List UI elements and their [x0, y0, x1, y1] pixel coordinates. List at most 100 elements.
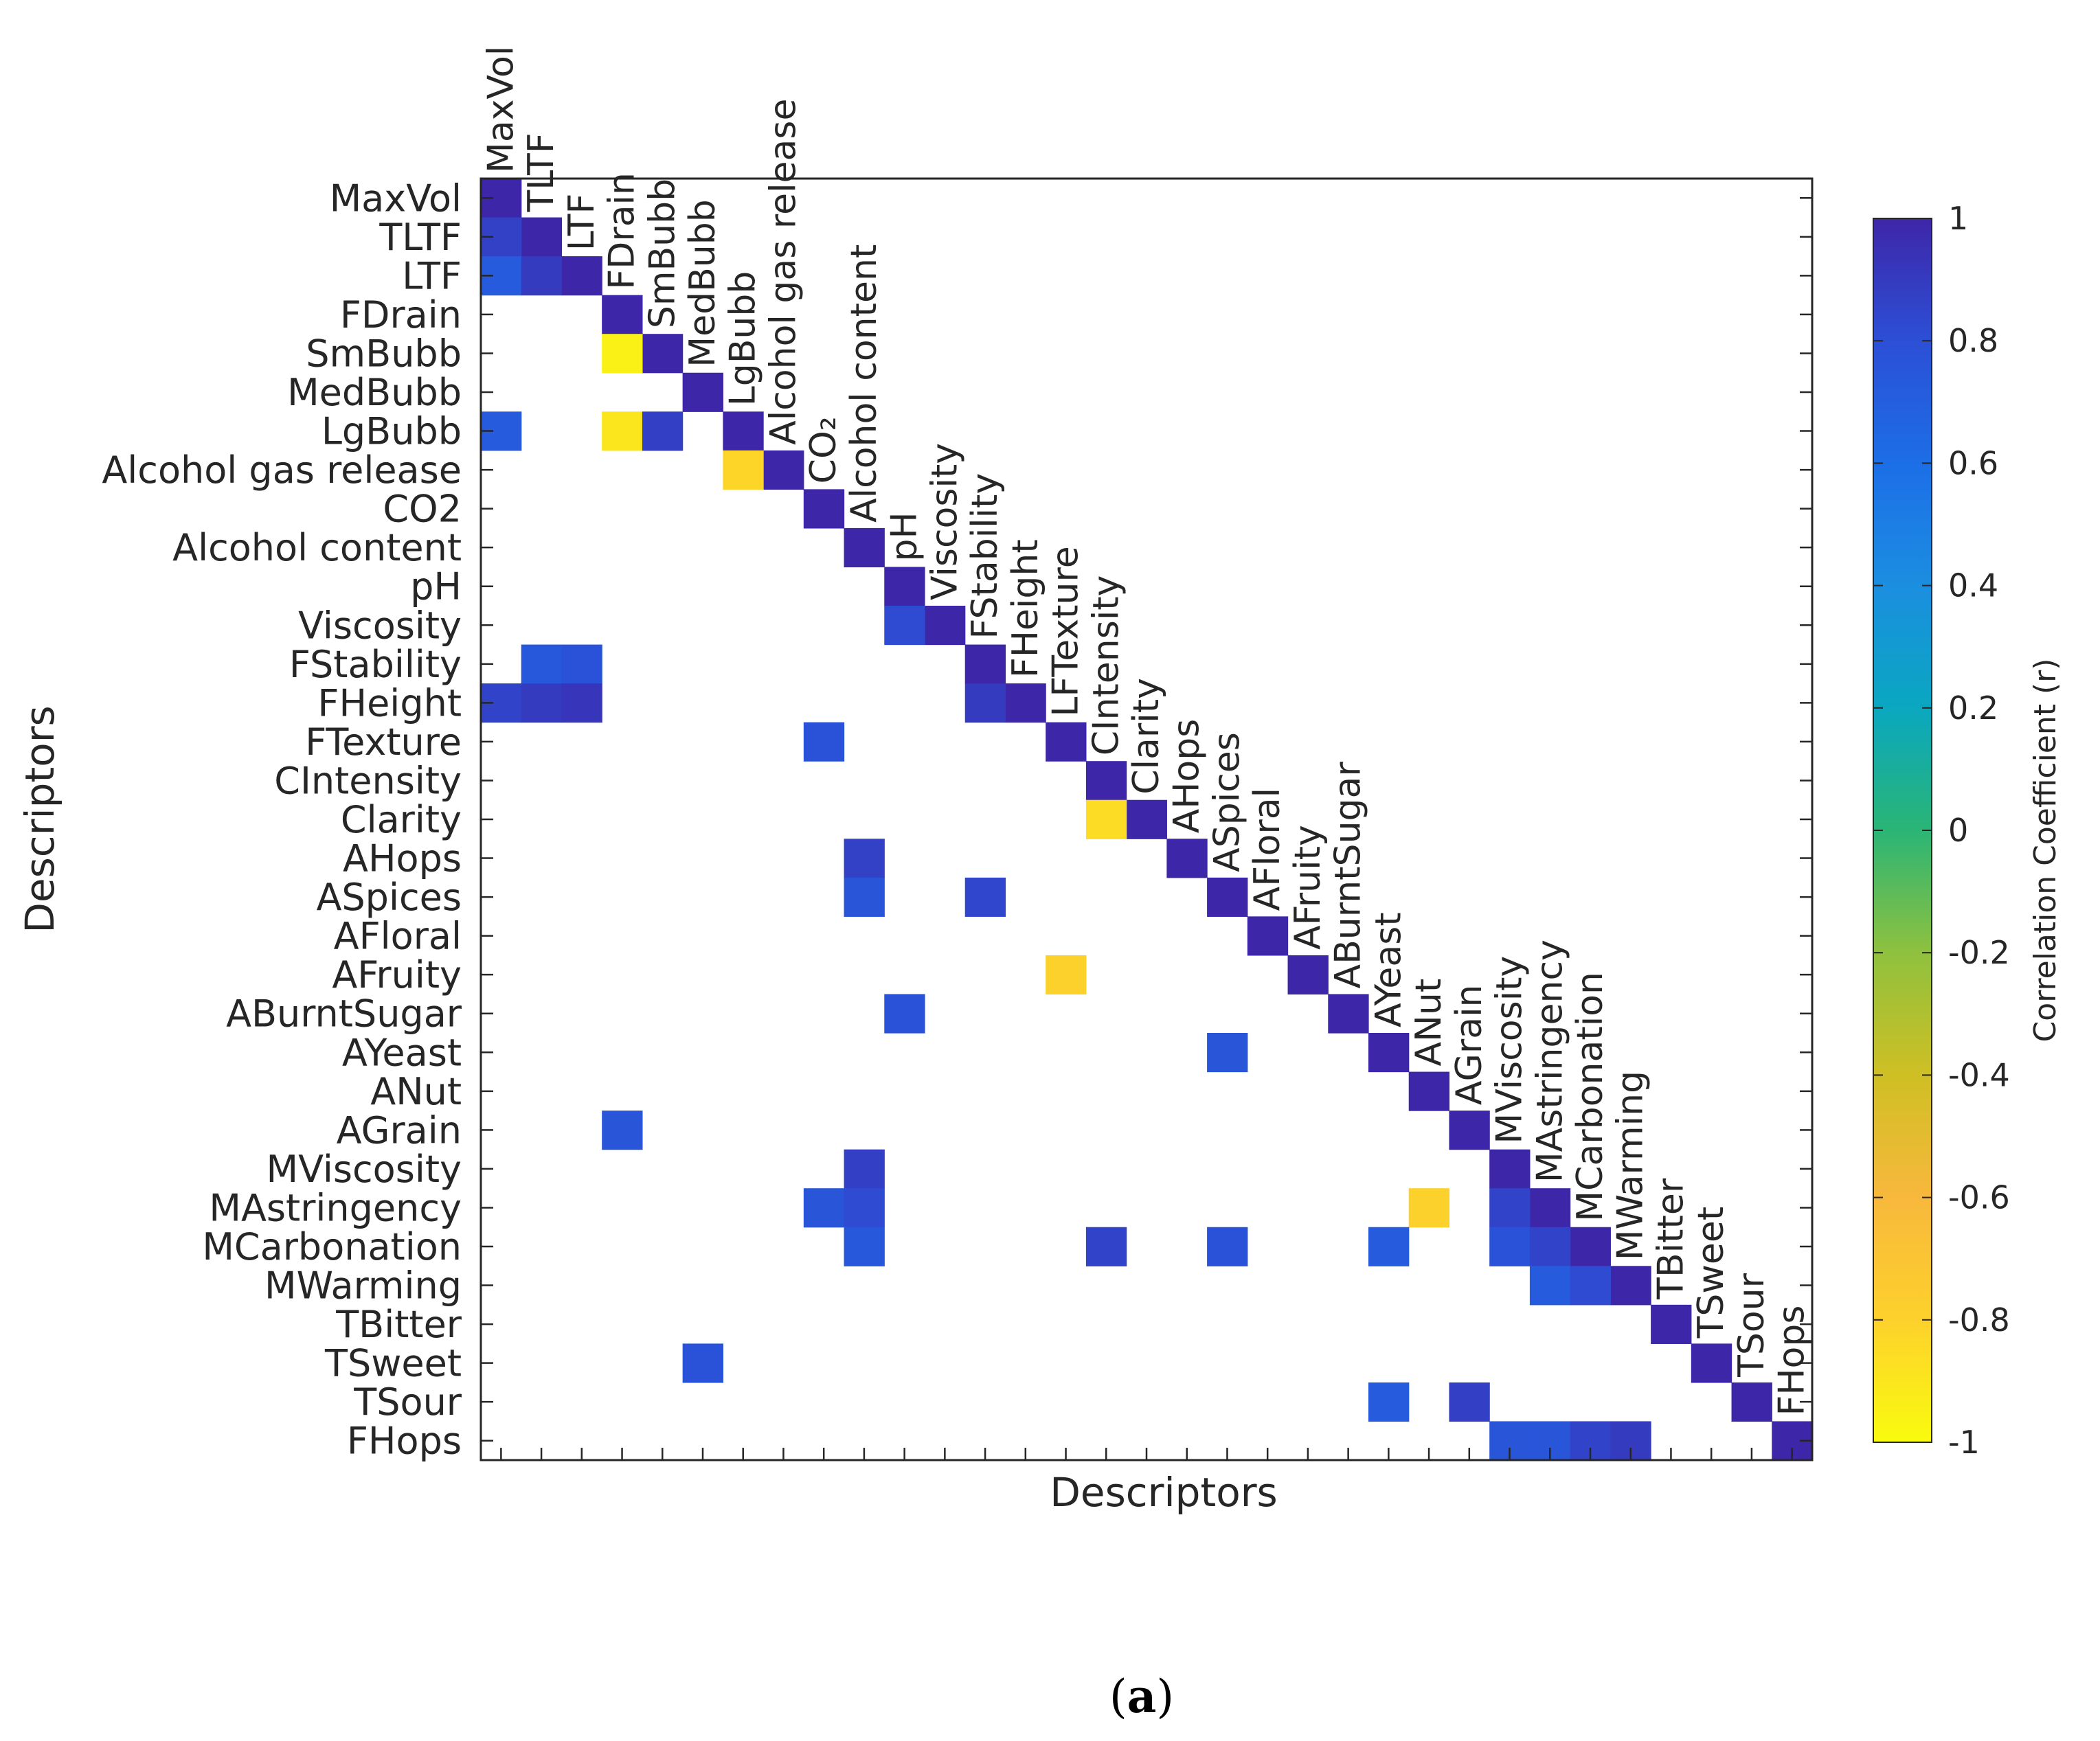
- diag-label-mastringency: MAstringency: [1529, 940, 1570, 1183]
- colorbar-tick-label: 0.2: [1948, 690, 1998, 727]
- cell-diag-mcarbonation: [1570, 1227, 1611, 1266]
- cell-aspices-fstability: [964, 877, 1006, 917]
- diag-label-ph: pH: [884, 512, 925, 561]
- cell-diag-ayeast: [1368, 1033, 1410, 1073]
- y-tick-label-co2: CO2: [383, 488, 462, 531]
- cell-tsour-ayeast: [1368, 1382, 1410, 1422]
- cell-mcarbonation-mviscosity: [1489, 1227, 1531, 1266]
- y-axis-label: Descriptors: [16, 705, 63, 933]
- diag-label-lftexture: LFTexture: [1046, 546, 1087, 716]
- colorbar-tick-label: 0: [1948, 812, 1968, 849]
- diagonal-tick-labels: MaxVolTLTFLTFFDrainSmBubbMedBubbLgBubbAl…: [480, 46, 1812, 1416]
- cell-afruity-ftexture: [1046, 955, 1087, 995]
- y-tick-label-maxvol: MaxVol: [330, 177, 462, 220]
- heatmap-cells: [481, 179, 1813, 1461]
- cell-diag-tbitter: [1651, 1304, 1692, 1344]
- diag-label-viscosity: Viscosity: [924, 443, 965, 600]
- cell-diag-mastringency: [1529, 1188, 1571, 1228]
- colorbar-tick-label: -0.6: [1948, 1179, 2010, 1216]
- cell-mastringency-alcohol-content: [844, 1188, 885, 1228]
- cell-lgbubb-smbubb: [642, 411, 684, 451]
- cell-mcarbonation-ayeast: [1368, 1227, 1410, 1266]
- cell-diag-tsour: [1731, 1382, 1772, 1422]
- diag-label-mviscosity: MViscosity: [1489, 956, 1531, 1144]
- y-tick-label-tltf: TLTF: [379, 216, 462, 259]
- colorbar-tick-label: 0.4: [1948, 567, 1998, 604]
- colorbar-tick-label: -0.8: [1948, 1301, 2010, 1339]
- cell-diag-ahops: [1166, 839, 1208, 878]
- y-tick-label-afruity: AFruity: [332, 953, 462, 997]
- diag-label-smbubb: SmBubb: [642, 179, 683, 328]
- diag-label-mcarbonation: MCarbonation: [1570, 972, 1611, 1222]
- diag-label-afruity: AFruity: [1287, 825, 1329, 950]
- diag-label-mwarming: MWarming: [1610, 1071, 1651, 1260]
- diag-label-tbitter: TBitter: [1650, 1178, 1691, 1300]
- cell-diag-viscosity: [925, 606, 966, 646]
- cell-mcarbonation-aspices: [1207, 1227, 1248, 1266]
- diag-label-agrain: AGrain: [1449, 984, 1490, 1105]
- diag-label-clarity: Clarity: [1126, 678, 1167, 795]
- cell-diag-ph: [884, 567, 925, 606]
- y-tick-label-mastringency: MAstringency: [209, 1186, 462, 1229]
- cell-ftexture-co2: [803, 722, 845, 762]
- cell-mwarming-mastringency: [1529, 1266, 1571, 1306]
- cell-diag-alcohol-gas-release: [763, 450, 804, 490]
- cell-diag-tltf: [521, 217, 563, 257]
- y-tick-label-medbubb: MedBubb: [287, 371, 462, 414]
- y-tick-label-ayeast: AYeast: [342, 1031, 462, 1074]
- y-tick-label-clarity: Clarity: [341, 798, 462, 841]
- cell-tsweet-medbubb: [682, 1343, 723, 1383]
- axis-ticks: [481, 197, 1812, 1460]
- cell-agrain-fdrain: [602, 1111, 643, 1150]
- cell-mcarbonation-alcohol-content: [844, 1227, 885, 1266]
- figure-caption: (a): [1109, 1670, 1174, 1723]
- diag-label-aburntsugar: ABurntSugar: [1328, 762, 1369, 989]
- cell-diag-agrain: [1449, 1111, 1490, 1150]
- colorbar-tick-label: -1: [1948, 1424, 1980, 1461]
- cell-mwarming-mcarbonation: [1570, 1266, 1611, 1306]
- y-tick-label-agrain: AGrain: [337, 1108, 462, 1152]
- y-tick-label-tbitter: TBitter: [335, 1303, 462, 1346]
- y-tick-label-smbubb: SmBubb: [306, 332, 462, 375]
- cell-smbubb-fdrain: [602, 334, 643, 374]
- cell-diag-lgbubb: [723, 411, 764, 451]
- diag-label-fstability: FStability: [964, 473, 1006, 639]
- cell-mastringency-co2: [803, 1188, 845, 1228]
- diag-label-fdrain: FDrain: [602, 172, 643, 290]
- y-tick-label-ftexture: FTexture: [305, 720, 462, 764]
- colorbar-tick-label: 0.8: [1948, 322, 1998, 359]
- y-tick-label-fdrain: FDrain: [340, 293, 462, 337]
- y-tick-label-mwarming: MWarming: [264, 1264, 462, 1308]
- cell-mastringency-anut: [1408, 1188, 1450, 1228]
- diag-label-tsweet: TSweet: [1691, 1207, 1732, 1339]
- diag-label-ahops: AHops: [1166, 719, 1208, 834]
- y-tick-label-cintensity: CIntensity: [274, 759, 462, 802]
- colorbar-tick-label: -0.4: [1948, 1056, 2010, 1093]
- diag-label-alcohol-gas-release: Alcohol gas release: [763, 99, 804, 445]
- cell-diag-tsweet: [1691, 1343, 1732, 1383]
- cell-diag-alcohol-content: [844, 527, 885, 568]
- colorbar-label: Correlation Coefficient (r): [2028, 659, 2063, 1043]
- cell-ayeast-aspices: [1207, 1033, 1248, 1073]
- cell-diag-fstability: [964, 644, 1006, 684]
- diag-label-ayeast: AYeast: [1368, 912, 1409, 1027]
- cell-diag-mviscosity: [1489, 1149, 1531, 1189]
- y-tick-label-mcarbonation: MCarbonation: [202, 1225, 462, 1268]
- cell-ahops-alcohol-content: [844, 839, 885, 878]
- diag-label-tsour: TSour: [1731, 1273, 1772, 1378]
- colorbar: 1 0.8 0.6 0.4 0.2 0 -0.2 -0.4 -0.6 -0.8 -1 Correla…: [1873, 200, 2063, 1461]
- y-tick-label-alcohol-content: Alcohol content: [172, 526, 462, 569]
- diag-label-ltf: LTF: [561, 194, 602, 251]
- y-tick-label-lgbubb: LgBubb: [321, 410, 462, 453]
- cell-diag-afruity: [1287, 955, 1329, 995]
- y-tick-label-aspices: ASpices: [316, 876, 462, 919]
- diag-label-aspices: ASpices: [1206, 732, 1247, 872]
- y-tick-label-fheight: FHeight: [317, 681, 462, 725]
- y-tick-label-fhops: FHops: [347, 1420, 462, 1463]
- cell-fheight-fstability: [964, 683, 1006, 723]
- cell-diag-aspices: [1207, 877, 1248, 917]
- y-tick-labels: MaxVolTLTFLTFFDrainSmBubbMedBubbLgBubbAl…: [102, 177, 462, 1462]
- y-tick-label-viscosity: Viscosity: [298, 604, 462, 647]
- cell-diag-smbubb: [642, 334, 684, 374]
- y-tick-label-tsweet: TSweet: [324, 1342, 462, 1385]
